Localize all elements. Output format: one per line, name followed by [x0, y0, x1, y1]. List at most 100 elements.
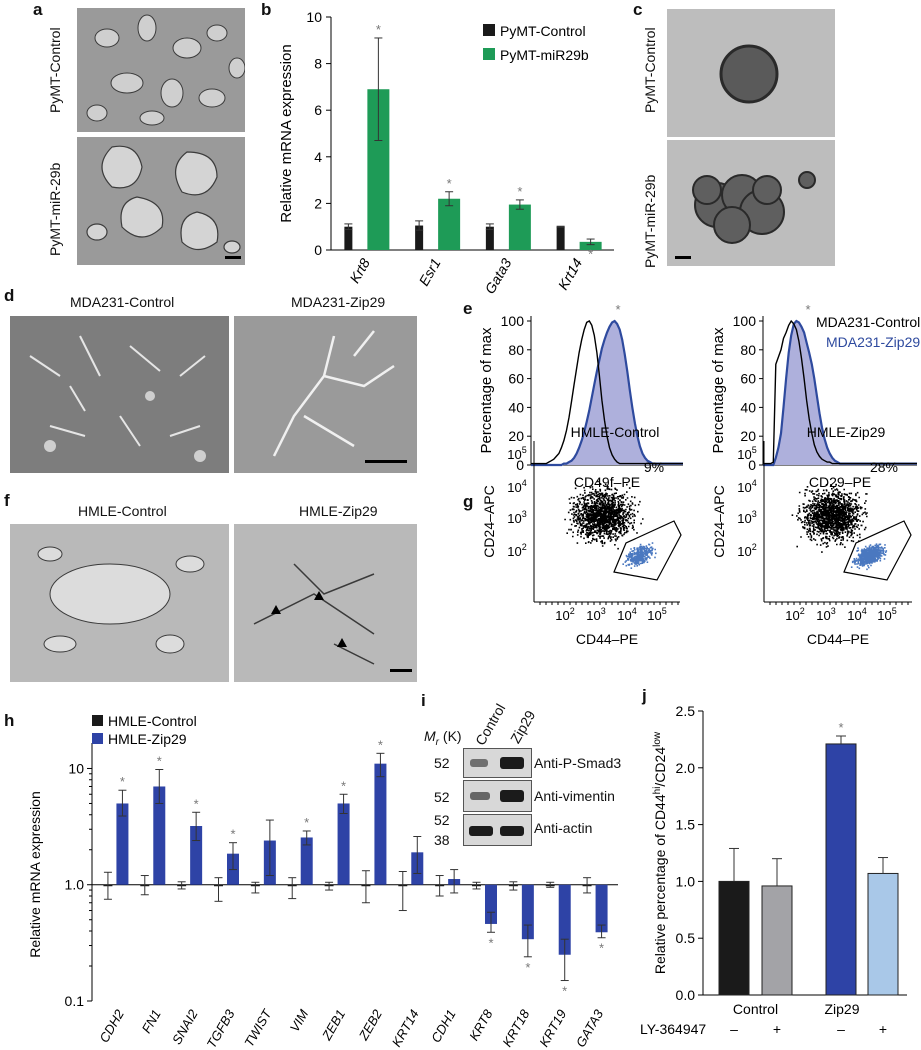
- x-tick-label-zeb2: ZEB2: [355, 1006, 385, 1043]
- x-tick-label-snai2: SNAI2: [169, 1006, 201, 1047]
- bar-vim-zip29: [300, 837, 313, 885]
- y-axis-label: Percentage of max: [478, 327, 495, 453]
- y-tick-label: 10: [68, 760, 84, 776]
- mr-unit: (K): [439, 728, 462, 744]
- panel-label-a: a: [33, 0, 43, 19]
- significance-star: *: [120, 774, 125, 789]
- image-title-hmle-control: HMLE-Control: [78, 503, 167, 519]
- bar-tgfb3-zip29: [227, 853, 239, 885]
- bar-control-ly364947: [761, 885, 793, 996]
- x-tick-label-tgfb3: TGFB3: [204, 1006, 238, 1050]
- x-tick-label: 102: [555, 606, 574, 623]
- x-tick-label-krt8: Krt8: [346, 255, 373, 285]
- y-tick-label: 103: [507, 509, 526, 526]
- histogram-line-mda231-control: [763, 319, 917, 465]
- bar-snai2-zip29: [190, 826, 203, 885]
- bar-krt8-mir29b: [367, 89, 390, 250]
- treatment-sign: –: [837, 1021, 845, 1037]
- y-tick-label: 60: [508, 371, 524, 387]
- significance-star: *: [230, 827, 235, 842]
- y-tick-label: 2: [314, 195, 322, 211]
- band: [470, 759, 488, 767]
- band: [500, 826, 524, 836]
- x-tick-label: 104: [617, 606, 636, 623]
- y-tick-label: 0: [314, 242, 322, 258]
- y-axis-label: Relative percentage of CD44hi/CD24low: [652, 731, 668, 974]
- group-label-control: Control: [733, 1001, 778, 1017]
- mammosphere: [719, 44, 779, 104]
- legend-entry: PyMT-miR29b: [500, 47, 589, 63]
- panel-label-i: i: [421, 691, 426, 710]
- scale-bar: [675, 256, 691, 259]
- y-tick-label: 0: [748, 457, 756, 473]
- micrograph-mda231-control: [10, 316, 229, 473]
- treatment-sign: +: [879, 1021, 887, 1037]
- x-tick-label-twist: TWIST: [241, 1006, 275, 1049]
- lane-label-zip29: Zip29: [507, 707, 539, 746]
- bar-zeb2-zip29: [374, 763, 387, 885]
- panel-label-f: f: [4, 491, 10, 510]
- population-cd44-high-cd24-low: [850, 543, 888, 571]
- treatment-sign: –: [730, 1021, 738, 1037]
- y-tick-label: 4: [314, 149, 322, 165]
- x-tick-label-fn1: FN1: [139, 1007, 164, 1036]
- legend-swatch: [483, 24, 495, 36]
- x-tick-label: 105: [877, 606, 896, 623]
- y-tick-label: 104: [507, 478, 526, 495]
- y-tick-label: 0.1: [65, 993, 85, 1009]
- group-label-zip29: Zip29: [824, 1001, 859, 1017]
- bar-zip29-untreated: [825, 743, 857, 996]
- bar-gata3-zip29: [595, 884, 608, 933]
- micrograph-hmle-control: [10, 524, 229, 682]
- x-tick-label-krt8: KRT8: [466, 1006, 496, 1043]
- significance-star: *: [376, 22, 381, 37]
- y-tick-label: 40: [508, 399, 524, 415]
- y-tick-label: 0.5: [676, 930, 696, 946]
- scale-bar: [225, 256, 241, 259]
- y-tick-label: 104: [737, 478, 756, 495]
- x-tick-label: 102: [785, 606, 804, 623]
- image-title-mda231-control: MDA231-Control: [70, 294, 175, 310]
- y-tick-label: 100: [501, 313, 525, 329]
- panel-label-j: j: [642, 686, 647, 705]
- y-tick-label: 80: [740, 342, 756, 358]
- row-label-pymt-mir29b: PyMT-miR-29b: [642, 174, 658, 268]
- significance-star: *: [615, 302, 620, 317]
- bar-krt19-zip29: [558, 884, 571, 955]
- row-label-pymt-control: PyMT-Control: [642, 27, 658, 113]
- scale-bar: [390, 669, 412, 672]
- significance-star: *: [378, 737, 383, 752]
- y-axis-label: CD24–APC: [481, 485, 497, 557]
- y-axis-label: Relative mRNA expression: [27, 791, 43, 958]
- mr-label: Mr (K): [424, 728, 462, 748]
- legend-swatch: [92, 733, 103, 744]
- marker-52: 52: [434, 755, 450, 771]
- significance-star: *: [805, 302, 810, 317]
- gate-polygon: [613, 520, 682, 581]
- bar-cdh1-control: [435, 884, 445, 887]
- bar-krt14-mir29b: [579, 241, 602, 250]
- bar-krt18-control: [508, 884, 518, 887]
- y-tick-label: 8: [314, 56, 322, 72]
- x-tick-label-krt14: Krt14: [555, 255, 586, 292]
- y-tick-label: 20: [740, 428, 756, 444]
- bar-esr1-mir29b: [438, 198, 461, 250]
- x-tick-label-esr1: Esr1: [415, 256, 443, 289]
- bar-krt8-control: [344, 226, 353, 250]
- significance-star: *: [525, 960, 530, 975]
- bar-krt8-zip29: [485, 884, 497, 924]
- x-axis-label: CD29–PE: [809, 474, 871, 490]
- band: [500, 757, 524, 769]
- panel-label-e: e: [463, 299, 473, 318]
- bar-gata3-mir29b: [508, 204, 531, 250]
- significance-star: *: [304, 815, 309, 830]
- significance-star: *: [599, 941, 604, 956]
- arrowhead-icon: [337, 638, 347, 647]
- y-axis-label: Percentage of max: [710, 327, 727, 453]
- band: [470, 792, 490, 800]
- row-label-pymt-control: PyMT-Control: [47, 27, 63, 113]
- cell-texture: [29, 335, 206, 462]
- bar-gata3-control: [582, 884, 592, 887]
- significance-star: *: [517, 184, 522, 199]
- x-axis-label: CD44–PE: [576, 631, 638, 647]
